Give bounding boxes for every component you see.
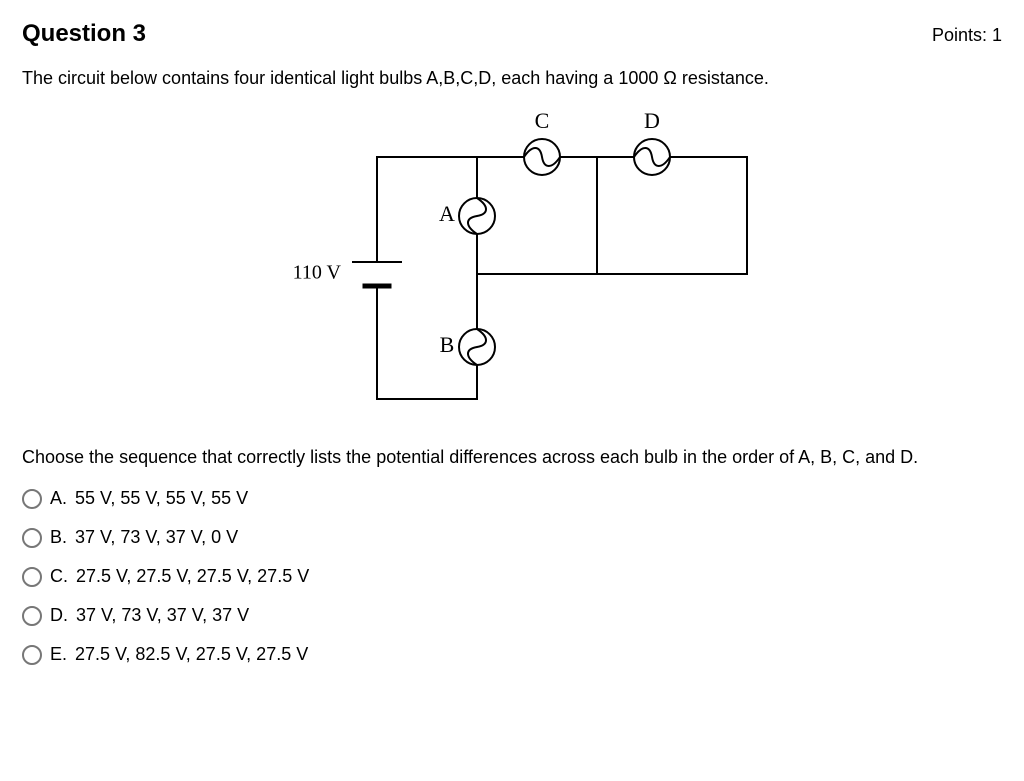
radio-icon[interactable] — [22, 645, 42, 665]
option-b[interactable]: B. 37 V, 73 V, 37 V, 0 V — [22, 527, 1002, 548]
svg-text:C: C — [535, 108, 550, 133]
question-page: Question 3 Points: 1 The circuit below c… — [0, 0, 1024, 685]
radio-icon[interactable] — [22, 489, 42, 509]
question-title: Question 3 — [22, 20, 146, 48]
option-text: 37 V, 73 V, 37 V, 37 V — [76, 605, 249, 626]
option-letter: C. — [50, 566, 68, 587]
radio-icon[interactable] — [22, 606, 42, 626]
option-text: 27.5 V, 82.5 V, 27.5 V, 27.5 V — [75, 644, 308, 665]
option-letter: B. — [50, 527, 67, 548]
svg-text:B: B — [440, 332, 455, 357]
option-d[interactable]: D. 37 V, 73 V, 37 V, 37 V — [22, 605, 1002, 626]
radio-icon[interactable] — [22, 528, 42, 548]
option-text: 37 V, 73 V, 37 V, 0 V — [75, 527, 238, 548]
circuit-diagram-container: A B C D 110 V — [22, 99, 1002, 431]
svg-text:D: D — [644, 108, 660, 133]
svg-text:110 V: 110 V — [293, 262, 342, 284]
option-e[interactable]: E. 27.5 V, 82.5 V, 27.5 V, 27.5 V — [22, 644, 1002, 665]
option-text: 27.5 V, 27.5 V, 27.5 V, 27.5 V — [76, 566, 309, 587]
option-letter: D. — [50, 605, 68, 626]
circuit-diagram: A B C D 110 V — [252, 99, 772, 431]
option-text: 55 V, 55 V, 55 V, 55 V — [75, 488, 248, 509]
options-list: A. 55 V, 55 V, 55 V, 55 V B. 37 V, 73 V, 37… — [22, 488, 1002, 665]
question-prompt: The circuit below contains four identica… — [22, 66, 1002, 91]
question-followup: Choose the sequence that correctly lists… — [22, 445, 1002, 470]
points-label: Points: 1 — [932, 25, 1002, 46]
svg-text:A: A — [439, 201, 455, 226]
option-letter: E. — [50, 644, 67, 665]
option-c[interactable]: C. 27.5 V, 27.5 V, 27.5 V, 27.5 V — [22, 566, 1002, 587]
header-row: Question 3 Points: 1 — [22, 20, 1002, 48]
option-a[interactable]: A. 55 V, 55 V, 55 V, 55 V — [22, 488, 1002, 509]
option-letter: A. — [50, 488, 67, 509]
radio-icon[interactable] — [22, 567, 42, 587]
